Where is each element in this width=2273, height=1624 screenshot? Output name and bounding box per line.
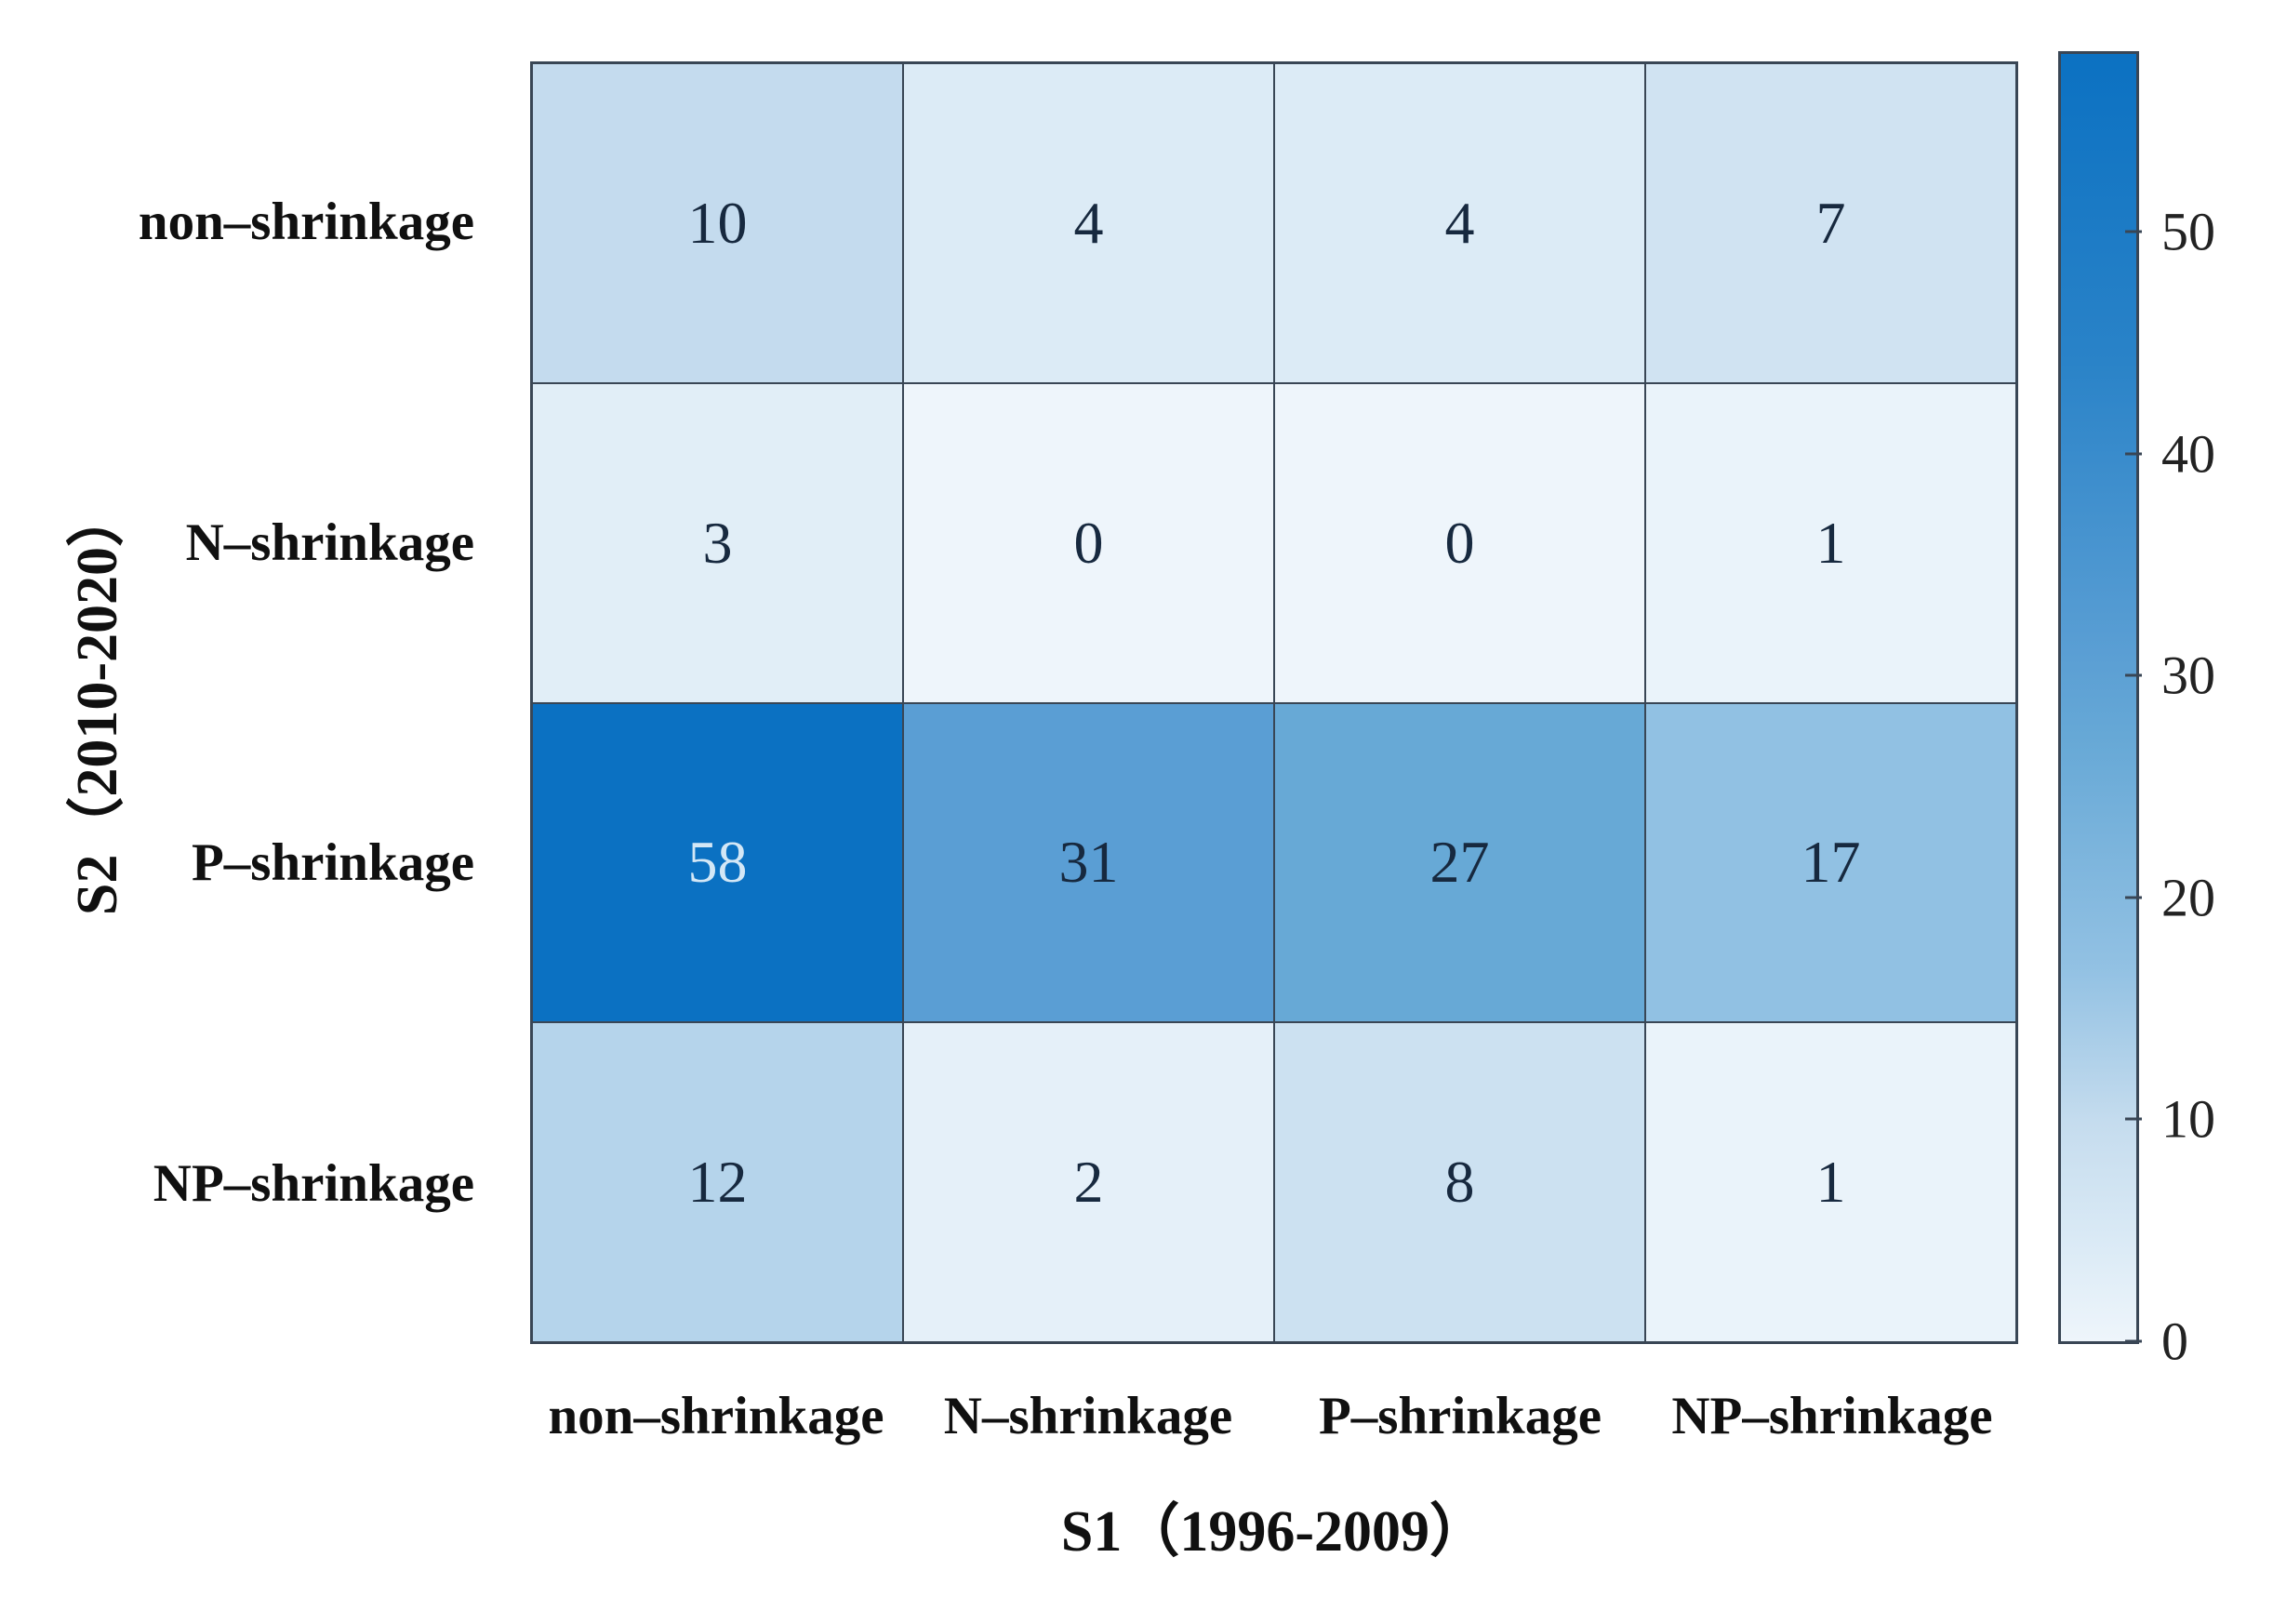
heatmap-cell: 58	[533, 703, 902, 1022]
y-tick-label: N–shrinkage	[185, 512, 474, 572]
y-tick-label: NP–shrinkage	[153, 1154, 474, 1214]
x-axis-tick-labels: non–shrinkage N–shrinkage P–shrinkage NP–sh…	[530, 1374, 2018, 1458]
colorbar-tick-label: 10	[2161, 1088, 2215, 1150]
y-tick-label: P–shrinkage	[191, 833, 474, 893]
heatmap-cell: 17	[1646, 703, 2015, 1022]
heatmap-cell: 31	[904, 703, 1273, 1022]
x-axis-title: S1（1996-2009）	[1060, 1500, 1488, 1564]
colorbar-tick-mark	[2125, 673, 2142, 677]
colorbar-tick-mark	[2125, 1117, 2142, 1121]
heatmap-cell: 1	[1646, 383, 2015, 702]
heatmap-cell: 0	[1275, 383, 1644, 702]
y-tick-label: non–shrinkage	[138, 192, 474, 251]
heatmap-cell: 4	[1275, 64, 1644, 382]
x-tick-label: N–shrinkage	[943, 1386, 1233, 1445]
colorbar-tick-label: 30	[2161, 645, 2215, 706]
y-axis-tick-labels: non–shrinkage N–shrinkage P–shrinkage NP–sh…	[0, 61, 502, 1344]
heatmap-cell: 7	[1646, 64, 2015, 382]
colorbar-tick-label: 40	[2161, 423, 2215, 485]
heatmap-cell: 10	[533, 64, 902, 382]
x-tick-label: P–shrinkage	[1318, 1386, 1602, 1445]
heatmap-cell: 12	[533, 1023, 902, 1341]
heatmap-grid: 10 4 4 7 3 0 0 1 58 31 27 17 12 2 8 1	[530, 61, 2018, 1344]
heatmap-cell: 2	[904, 1023, 1273, 1341]
heatmap-cell: 27	[1275, 703, 1644, 1022]
colorbar-tick-mark	[2125, 452, 2142, 456]
heatmap-cell: 0	[904, 383, 1273, 702]
heatmap-cell: 3	[533, 383, 902, 702]
heatmap-cell: 1	[1646, 1023, 2015, 1341]
colorbar-tick-mark	[2125, 1339, 2142, 1343]
colorbar-tick-mark	[2125, 896, 2142, 899]
colorbar: 0 10 20 30 40 50	[2058, 51, 2215, 1372]
heatmap-cell: 8	[1275, 1023, 1644, 1341]
colorbar-tick-label: 50	[2161, 201, 2215, 262]
colorbar-tick-label: 20	[2161, 867, 2215, 928]
colorbar-tick-label: 0	[2161, 1311, 2188, 1372]
x-tick-label: NP–shrinkage	[1671, 1386, 1993, 1445]
x-tick-label: non–shrinkage	[548, 1386, 884, 1445]
colorbar-tick-mark	[2125, 230, 2142, 233]
heatmap-cell: 4	[904, 64, 1273, 382]
